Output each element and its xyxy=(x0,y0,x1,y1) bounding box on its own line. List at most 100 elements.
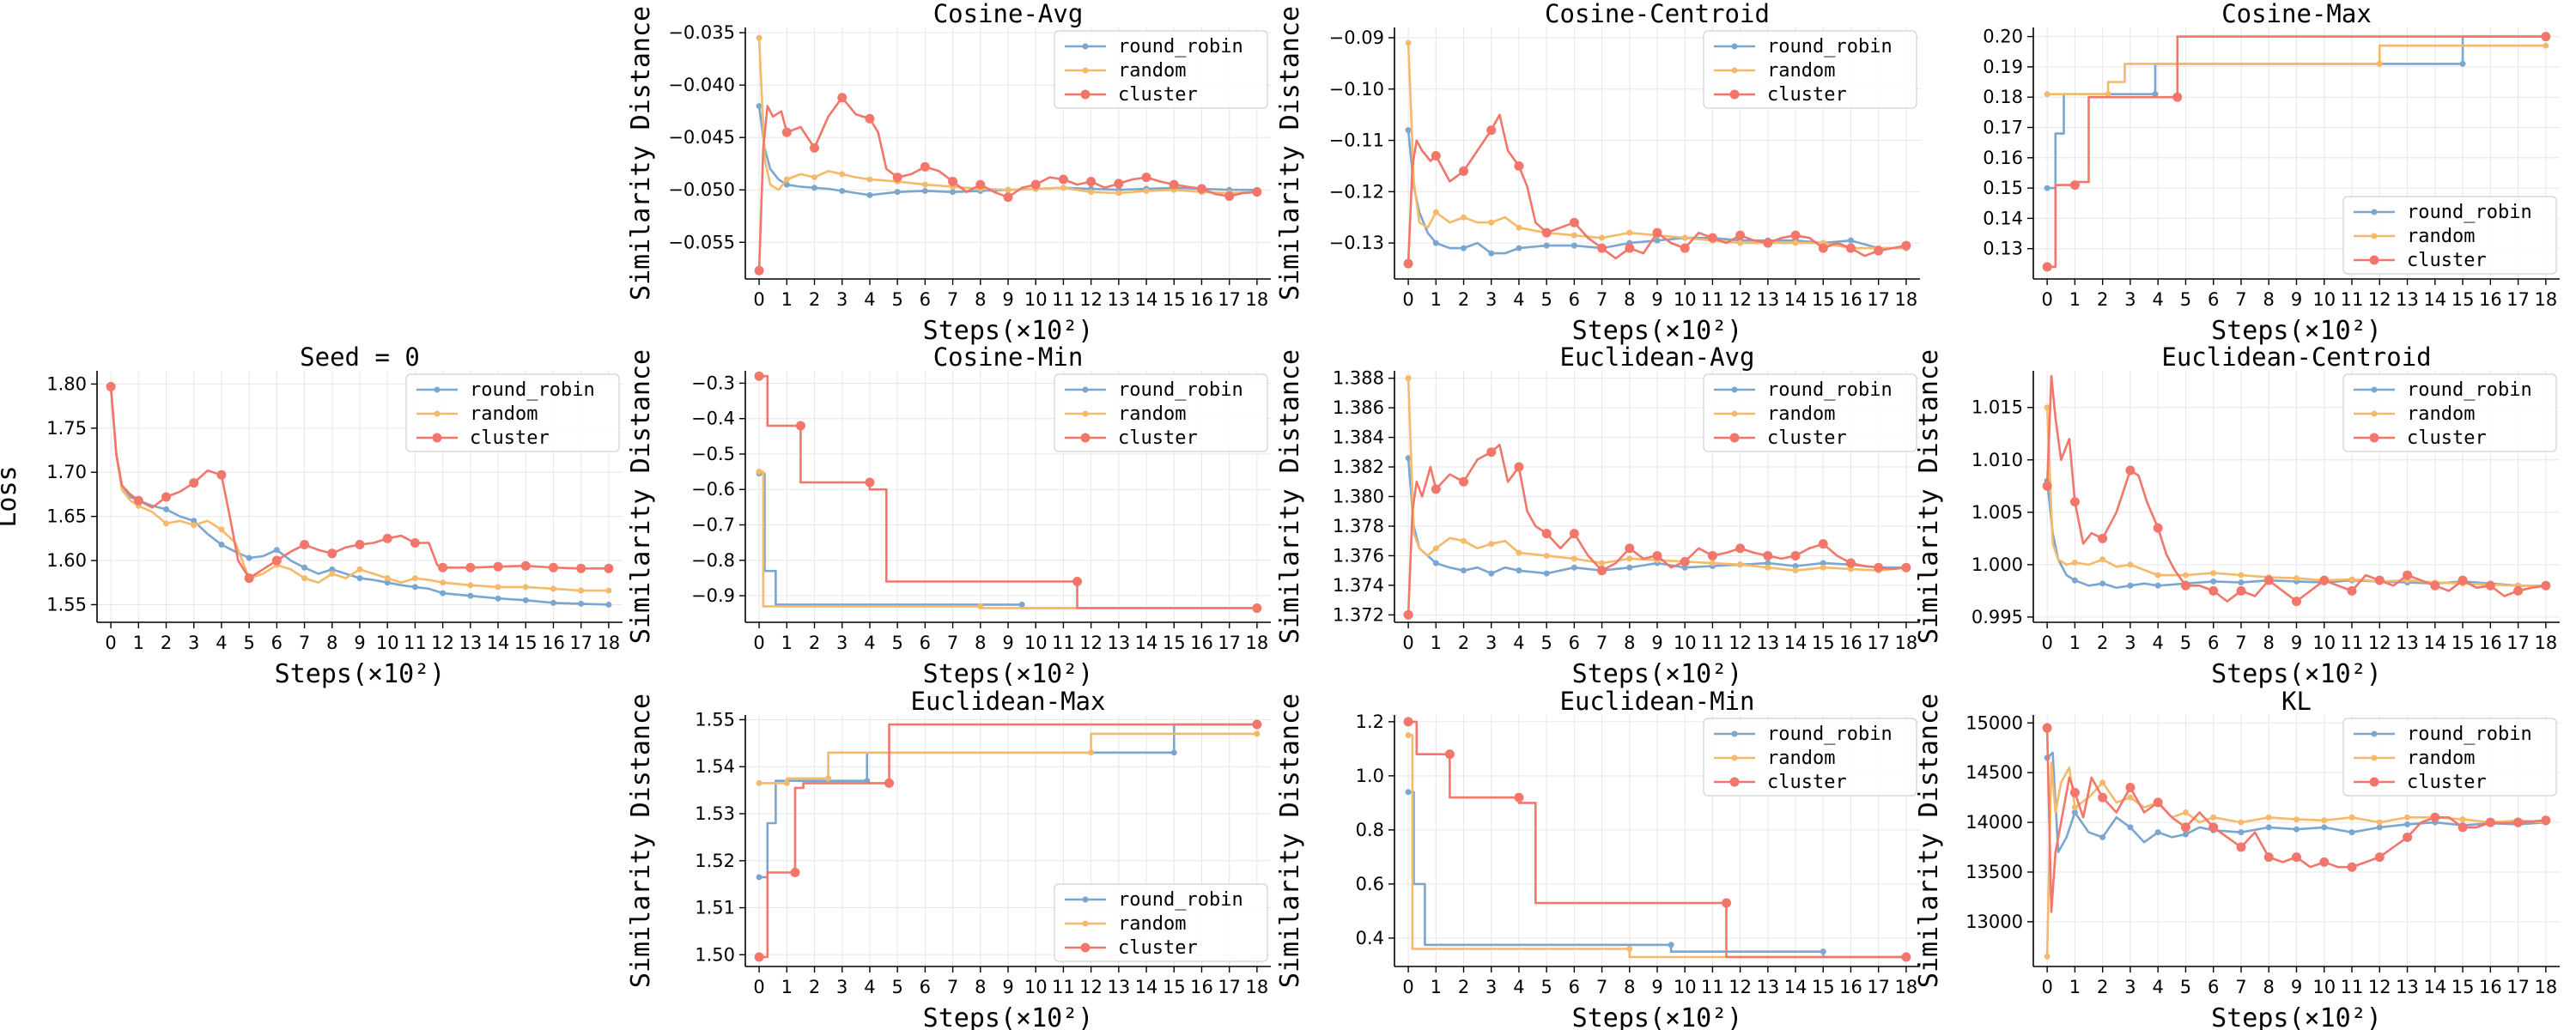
x-tick-label: 17 xyxy=(569,633,592,653)
x-tick-label: 10 xyxy=(2312,633,2336,653)
x-tick-label: 3 xyxy=(836,289,848,310)
y-tick-label: 0.4 xyxy=(1356,928,1384,948)
data-point-cluster xyxy=(2042,723,2052,733)
data-point-round_robin xyxy=(1765,560,1771,566)
data-point-cluster xyxy=(1252,719,1262,730)
x-axis-label: Steps(×10²) xyxy=(1572,1003,1743,1030)
x-tick-label: 0 xyxy=(2041,289,2052,310)
x-tick-label: 9 xyxy=(2291,977,2302,997)
data-point-cluster xyxy=(2541,815,2551,826)
x-tick-label: 5 xyxy=(243,633,254,653)
chart-euclidean-avg: 0 1 2 3 4 5 6 7 8 9 10 11 12 13 14 15 16 17 181.3721.3741.… xyxy=(1275,342,1920,689)
y-tick-label: 1.60 xyxy=(46,550,87,571)
x-tick-label: 8 xyxy=(1624,633,1635,653)
series-line-round_robin xyxy=(2046,751,2546,854)
data-point-cluster xyxy=(1707,550,1717,560)
data-point-round_robin xyxy=(2127,824,2134,831)
data-point-cluster xyxy=(106,382,116,392)
x-tick-label: 18 xyxy=(598,633,621,653)
x-tick-label: 8 xyxy=(326,633,337,653)
x-tick-label: 10 xyxy=(376,633,399,653)
x-tick-label: 1 xyxy=(781,977,793,997)
data-point-cluster xyxy=(781,127,792,137)
x-tick-label: 11 xyxy=(1701,977,1724,997)
x-tick-label: 15 xyxy=(1163,633,1186,653)
x-tick-label: 15 xyxy=(1163,289,1186,310)
series-line-random xyxy=(759,470,1257,609)
x-tick-label: 9 xyxy=(1651,289,1662,310)
legend-marker-cluster xyxy=(432,433,442,443)
x-tick-label: 2 xyxy=(809,289,820,310)
y-tick-label: 14500 xyxy=(1965,762,2023,783)
legend-box xyxy=(1703,373,1917,452)
data-point-round_robin xyxy=(756,874,762,881)
y-tick-label: 0.15 xyxy=(1983,178,2023,198)
x-tick-label: 12 xyxy=(1079,633,1103,653)
data-point-random xyxy=(163,520,170,527)
y-tick-label: 15000 xyxy=(1965,712,2023,733)
data-point-cluster xyxy=(1003,192,1013,203)
data-point-cluster xyxy=(2541,32,2551,42)
y-tick-label: 1.000 xyxy=(1971,554,2023,575)
legend-label: round_robin xyxy=(1118,889,1243,911)
x-tick-label: 2 xyxy=(1458,633,1469,653)
x-tick-label: 10 xyxy=(1024,977,1048,997)
data-point-cluster xyxy=(1845,243,1856,253)
x-axis-label: Steps(×10²) xyxy=(1572,659,1743,689)
legend-marker-cluster xyxy=(2369,433,2379,443)
data-point-round_robin xyxy=(2265,824,2272,831)
data-point-cluster xyxy=(2042,262,2052,272)
data-point-random xyxy=(1115,190,1122,197)
data-point-cluster xyxy=(576,563,586,573)
data-point-random xyxy=(2105,91,2111,98)
x-tick-label: 18 xyxy=(1246,633,1269,653)
legend-box xyxy=(1703,30,1917,109)
y-tick-label: 1.53 xyxy=(695,803,735,824)
y-tick-label: 0.16 xyxy=(1983,148,2023,168)
data-point-random xyxy=(2071,559,2078,566)
x-tick-label: 11 xyxy=(404,633,427,653)
chart-title: Cosine-Min xyxy=(933,342,1084,372)
data-point-cluster xyxy=(2458,822,2468,833)
data-point-round_robin xyxy=(756,103,762,110)
y-tick-label: 1.374 xyxy=(1333,575,1384,596)
x-tick-label: 5 xyxy=(2180,633,2191,653)
data-point-cluster xyxy=(438,562,448,573)
data-point-cluster xyxy=(2485,817,2495,827)
x-tick-label: 17 xyxy=(2506,633,2530,653)
data-point-random xyxy=(756,34,762,41)
x-tick-label: 13 xyxy=(459,633,482,653)
data-point-round_robin xyxy=(163,506,170,512)
data-point-round_robin xyxy=(578,600,585,607)
x-tick-label: 2 xyxy=(2097,633,2108,653)
data-point-cluster xyxy=(1901,240,1911,251)
chart-euclidean-min: 0 1 2 3 4 5 6 7 8 9 10 11 12 13 14 15 16 17 180.40.60.81.0… xyxy=(1275,687,1920,1030)
legend-marker-round_robin xyxy=(2371,730,2378,737)
x-tick-label: 10 xyxy=(1674,633,1697,653)
data-point-random xyxy=(329,570,336,577)
legend-label: round_robin xyxy=(1118,379,1243,401)
y-tick-label: 1.382 xyxy=(1333,457,1384,477)
data-point-cluster xyxy=(892,173,902,183)
x-tick-label: 14 xyxy=(2423,633,2446,653)
x-tick-label: 10 xyxy=(1674,289,1697,310)
data-point-random xyxy=(1432,545,1439,552)
x-tick-label: 2 xyxy=(1458,289,1469,310)
data-point-cluster xyxy=(1569,529,1579,539)
data-point-round_robin xyxy=(218,542,225,548)
data-point-round_robin xyxy=(2152,91,2159,98)
data-point-random xyxy=(1461,214,1467,221)
x-tick-label: 2 xyxy=(2097,289,2108,310)
x-tick-label: 6 xyxy=(271,633,283,653)
x-tick-label: 13 xyxy=(2396,633,2419,653)
x-tick-label: 15 xyxy=(1812,977,1835,997)
legend-marker-round_robin xyxy=(1731,730,1738,737)
data-point-random xyxy=(2210,570,2217,577)
x-tick-label: 17 xyxy=(1867,633,1890,653)
data-point-random xyxy=(783,779,790,786)
x-tick-label: 1 xyxy=(2069,977,2081,997)
x-tick-label: 16 xyxy=(2479,289,2502,310)
